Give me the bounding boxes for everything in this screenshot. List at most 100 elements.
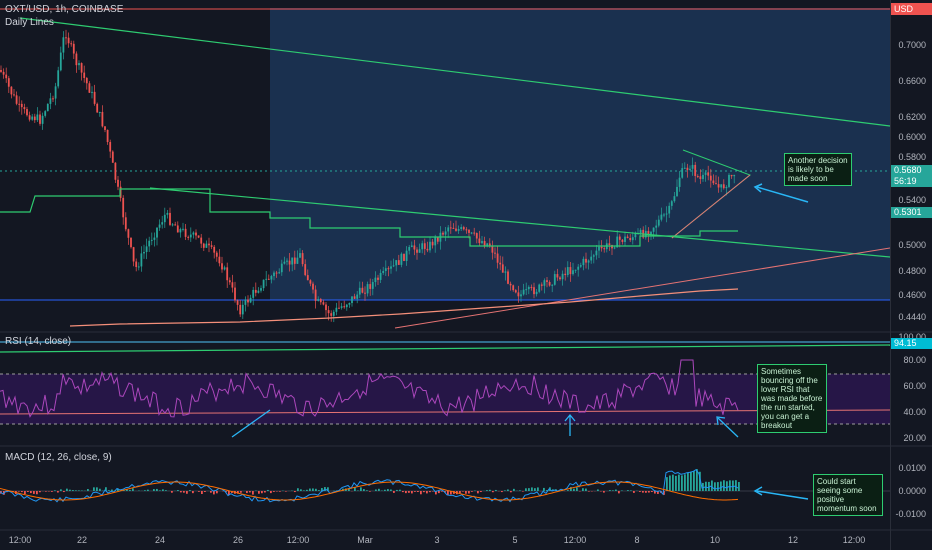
candle-body (624, 236, 626, 242)
candle-body (530, 286, 533, 288)
candle-body (265, 278, 268, 280)
macd-hist-bar (105, 487, 107, 491)
candle-body (275, 272, 278, 274)
candle-body (704, 172, 707, 175)
candle-body (442, 232, 444, 235)
candle-body (468, 229, 470, 233)
macd-hist-bar (504, 490, 506, 491)
candle-body (657, 219, 660, 226)
macd-hist-bar (75, 490, 77, 491)
candle-body (205, 243, 208, 248)
macd-hist-bar (165, 490, 167, 491)
macd-hist-bar (612, 490, 614, 491)
price-tick: 0.5400 (898, 195, 926, 205)
candle-body (62, 37, 65, 53)
candle-body (457, 228, 460, 231)
macd-hist-bar (315, 488, 317, 491)
candle-body (522, 289, 525, 295)
candle-body (715, 183, 717, 185)
time-tick: 12:00 (563, 535, 587, 545)
currency-tag[interactable]: USD (891, 3, 932, 15)
candle-body (540, 284, 543, 286)
macd-hist-bar (411, 491, 413, 494)
candle-body (202, 243, 205, 248)
candle-body (387, 268, 390, 270)
macd-hist-bar (303, 490, 305, 491)
candle-body (655, 225, 658, 228)
macd-hist-bar (87, 489, 89, 491)
candle-body (496, 253, 499, 263)
candle-body (634, 233, 637, 238)
macd-hist-bar (486, 490, 488, 491)
macd-hist-bar (123, 490, 125, 491)
macd-hist-bar (294, 491, 296, 493)
candle-body (548, 282, 551, 286)
candle-body (665, 213, 668, 215)
macd-hist-bar (513, 488, 515, 491)
candle-body (28, 115, 31, 120)
candle-body (413, 245, 416, 250)
candle-body (247, 299, 249, 303)
candle-body (707, 172, 710, 176)
time-tick: 12:00 (286, 535, 310, 545)
macd-hist-bar (375, 489, 377, 491)
candle-body (475, 233, 478, 239)
rsi-line (0, 359, 739, 418)
macd-hist-bar (603, 491, 605, 493)
candle-body (611, 244, 613, 249)
macd-hist-bar (618, 491, 620, 494)
candle-body (514, 290, 517, 293)
candle-body (681, 168, 684, 178)
macd-hist-bar (672, 474, 674, 491)
candle-body (59, 52, 62, 71)
candle-body (616, 236, 619, 248)
candle-body (325, 304, 327, 311)
macd-hist-bar (615, 489, 617, 491)
macd-hist-bar (69, 489, 71, 491)
candle-body (174, 224, 177, 226)
macd-hist-bar (648, 491, 650, 493)
macd-hist-bar (180, 491, 182, 493)
rsi-tick: 80.00 (903, 355, 926, 365)
candle-body (270, 276, 273, 280)
candle-body (2, 71, 5, 75)
time-tick: 12:00 (8, 535, 32, 545)
candle-body (436, 237, 439, 242)
macd-hist-bar (306, 489, 308, 491)
candle-body (678, 177, 681, 187)
price-arrow (756, 186, 809, 203)
time-tick: 26 (232, 535, 244, 545)
price-annotation[interactable]: Another decision is likely to be made so… (784, 153, 852, 186)
candle-body (278, 272, 281, 274)
candle-body (670, 201, 673, 206)
candle-body (470, 232, 473, 234)
macd-hist-bar (537, 487, 539, 491)
candle-body (673, 196, 676, 202)
candle-body (249, 297, 252, 303)
macd-hist-bar (522, 491, 524, 492)
candle-body (686, 167, 689, 170)
candle-body (273, 272, 275, 277)
macd-hist-bar (507, 489, 509, 491)
macd-hist-bar (117, 488, 119, 491)
macd-hist-bar (414, 491, 416, 492)
candle-body (65, 37, 67, 39)
macd-hist-bar (171, 491, 173, 493)
candle-body (431, 241, 434, 246)
macd-hist-bar (159, 490, 161, 491)
candle-body (483, 241, 486, 247)
candle-body (626, 236, 629, 238)
candle-body (54, 86, 57, 99)
macd-hist-bar (96, 487, 98, 491)
candle-body (312, 283, 314, 290)
candle-body (462, 227, 465, 230)
candle-body (478, 238, 481, 244)
macd-annotation[interactable]: Could start seeing some positive momentu… (813, 474, 883, 516)
macd-hist-bar (429, 491, 431, 493)
candle-body (720, 184, 723, 188)
candle-body (452, 227, 455, 229)
rsi-annotation[interactable]: Sometimes bouncing off the lover RSI tha… (757, 364, 827, 433)
candle-body (83, 72, 86, 78)
time-tick: Mar (357, 535, 373, 545)
